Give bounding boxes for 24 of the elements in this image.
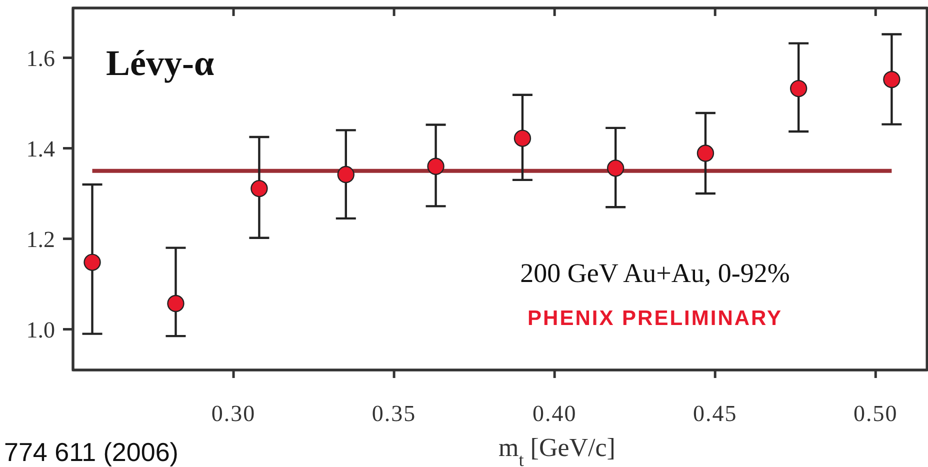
y-tick-label: 1.2 <box>26 226 55 252</box>
x-tick-label: 0.40 <box>532 401 577 426</box>
x-tick-label: 0.35 <box>372 401 416 426</box>
text: 774 611 (2006) <box>4 437 178 467</box>
annotation: 200 GeV Au+Au, 0-92% <box>520 258 790 288</box>
point <box>167 294 184 312</box>
point <box>606 160 624 177</box>
x-axis-title: m$_{t}$ [GeV/c] <box>498 433 616 467</box>
point <box>514 130 532 147</box>
y-tick-label: 1.4 <box>26 136 56 162</box>
point <box>250 180 268 198</box>
y-tick-label: 1.6 <box>26 46 55 71</box>
x-tick-label: 0.50 <box>854 401 898 426</box>
y-tick-label: 1.0 <box>26 317 55 342</box>
point <box>883 70 900 88</box>
annotation: PHENIX PRELIMINARY <box>528 307 782 330</box>
point <box>696 144 714 162</box>
point <box>427 158 444 175</box>
x-tick-label: 0.45 <box>692 401 738 426</box>
text: Lévy-α <box>106 43 214 83</box>
point <box>337 166 354 184</box>
point <box>84 254 101 271</box>
x-tick-label: 0.30 <box>211 401 256 426</box>
point <box>790 80 808 98</box>
